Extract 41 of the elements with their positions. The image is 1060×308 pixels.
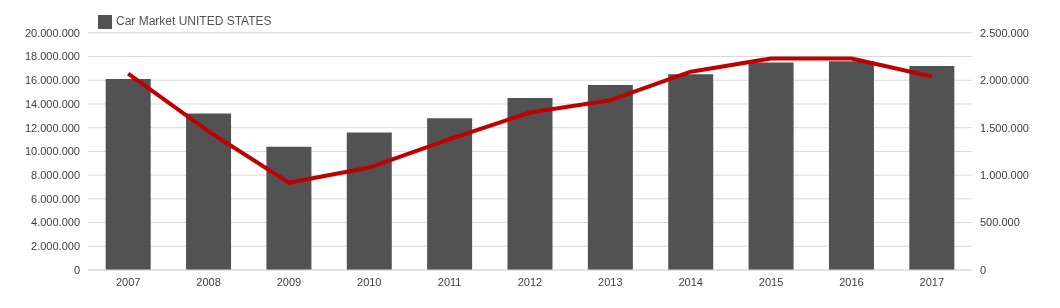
bar [346, 132, 392, 270]
y2-tick-label: 2.000.000 [980, 74, 1029, 87]
y2-tick-label: 1.000.000 [980, 169, 1029, 182]
x-tick-label: 2012 [517, 275, 543, 288]
y2-tick-label: 2.500.000 [980, 26, 1029, 39]
y2-tick-label: 1.500.000 [980, 121, 1029, 134]
y-tick-label: 4.000.000 [31, 216, 80, 229]
y2-tick-label: 0 [980, 263, 987, 276]
x-tick-label: 2017 [919, 275, 945, 288]
x-tick-label: 2013 [598, 275, 623, 288]
x-tick-label: 2014 [678, 275, 703, 288]
y-tick-label: 20.000.000 [24, 26, 80, 39]
x-tick-label: 2016 [839, 275, 864, 288]
y-tick-label: 6.000.000 [31, 192, 80, 205]
bar [909, 66, 955, 270]
bar [748, 62, 794, 270]
y-tick-label: 0 [73, 263, 80, 276]
x-tick-label: 2008 [196, 275, 221, 288]
y2-tick-label: 500.000 [980, 216, 1020, 229]
line-series [126, 56, 934, 185]
y-tick-label: 12.000.000 [24, 121, 80, 134]
bar [266, 146, 312, 270]
legend-label: Car Market UNITED STATES [116, 14, 272, 28]
y-tick-label: 10.000.000 [24, 145, 80, 158]
bar [427, 118, 473, 270]
bar [668, 74, 714, 270]
x-tick-label: 2007 [115, 275, 141, 288]
x-tick-label: 2011 [437, 275, 462, 288]
y-tick-label: 16.000.000 [24, 74, 80, 87]
bar [587, 85, 633, 270]
bar [186, 113, 232, 270]
x-tick-label: 2015 [758, 275, 784, 288]
bar [105, 79, 151, 270]
bar [828, 61, 874, 270]
y-tick-label: 2.000.000 [31, 240, 80, 253]
x-tick-label: 2010 [357, 275, 382, 288]
y-tick-label: 14.000.000 [24, 97, 80, 110]
y-tick-label: 8.000.000 [31, 169, 80, 182]
x-tick-label: 2009 [276, 275, 302, 288]
y-tick-label: 18.000.000 [24, 50, 80, 63]
bar [507, 98, 553, 270]
